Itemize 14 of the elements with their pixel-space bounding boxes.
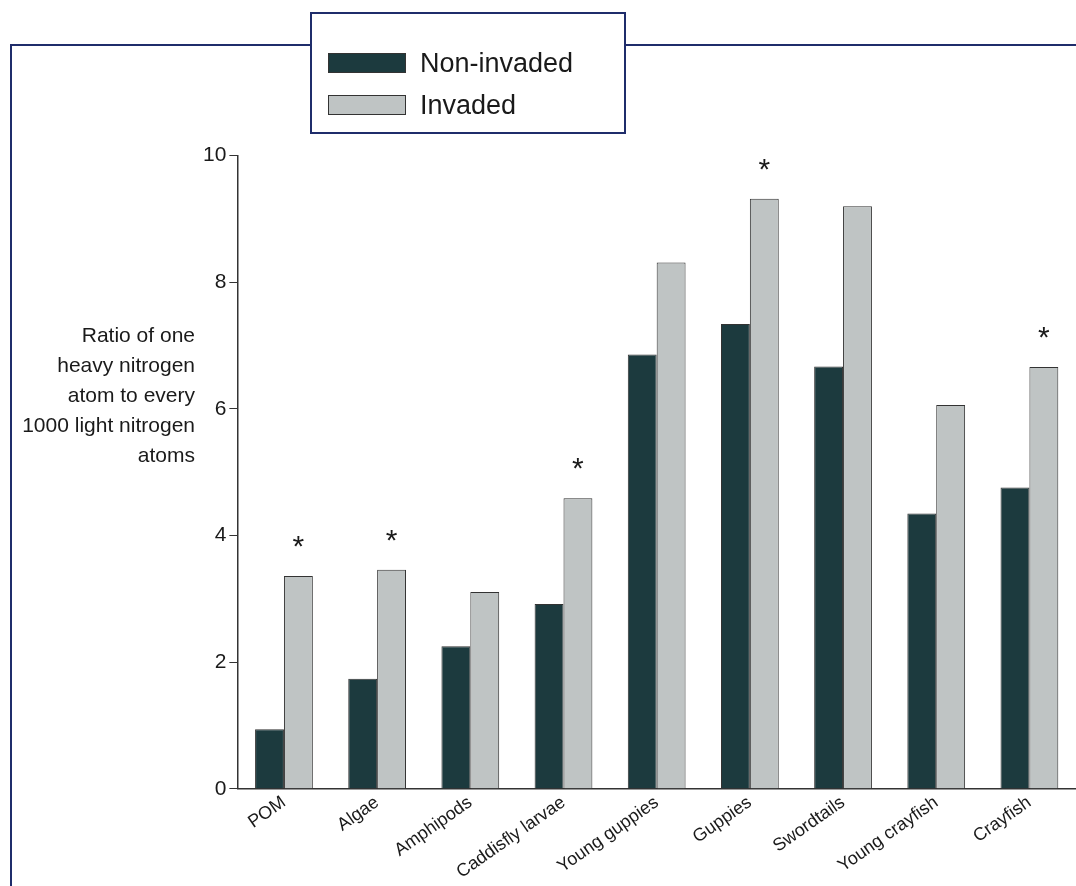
annotation: * (572, 451, 585, 485)
annotation: * (1038, 320, 1051, 354)
y-tick-label: 6 (214, 395, 227, 419)
y-tick-label: 8 (214, 269, 227, 293)
y-axis-title: Ratio of one heavy nitrogen atom to every 1000 light nitrogen atoms (21, 322, 195, 468)
legend-label: Invaded (420, 89, 517, 121)
annotation: * (385, 523, 398, 557)
legend-label: Non-invaded (420, 47, 574, 79)
y-tick-label: 2 (214, 649, 227, 672)
y-tick-label: 4 (214, 522, 227, 546)
y-tick-label: 10 (203, 142, 227, 166)
annotation: * (292, 529, 305, 563)
y-tick-label: 0 (214, 775, 227, 799)
annotation: * (758, 151, 771, 185)
